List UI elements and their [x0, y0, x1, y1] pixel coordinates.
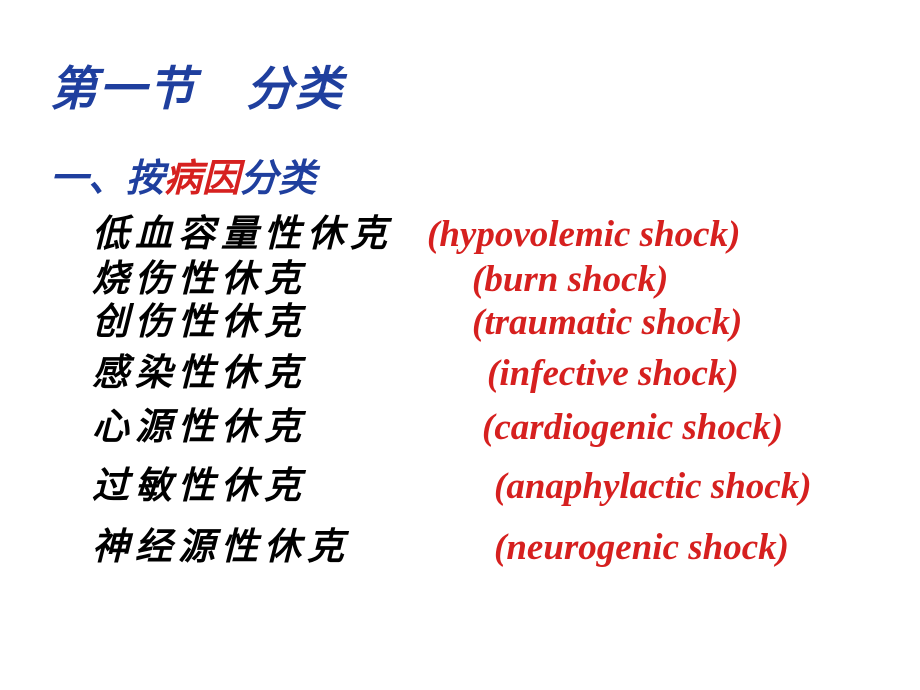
item-cn: 低血容量性休克 [92, 216, 427, 255]
classification-list: 低血容量性休克 (hypovolemic shock) 烧伤性休克 (burn … [50, 216, 870, 568]
item-en: (cardiogenic shock) [482, 409, 783, 448]
item-cn: 感染性休克 [92, 355, 427, 394]
title-seg-2: 分类 [246, 64, 344, 116]
section-title: 第一节 分类 [50, 50, 870, 119]
item-cn: 心源性休克 [92, 409, 427, 448]
list-item: 心源性休克 (cardiogenic shock) [92, 409, 870, 448]
subtitle-seg-2: 分类 [240, 158, 316, 200]
item-en: (infective shock) [487, 355, 739, 394]
list-item: 神经源性休克 (neurogenic shock) [92, 529, 870, 568]
list-item: 烧伤性休克 (burn shock) [92, 261, 870, 300]
item-cn: 过敏性休克 [92, 468, 427, 507]
subtitle-seg-0: 一、按 [50, 158, 164, 200]
item-en: (traumatic shock) [472, 304, 742, 343]
subsection-heading: 一、按病因分类 [50, 147, 870, 202]
item-en: (anaphylactic shock) [494, 468, 812, 507]
list-item: 过敏性休克 (anaphylactic shock) [92, 468, 870, 507]
item-cn: 烧伤性休克 [92, 261, 427, 300]
title-seg-0: 第一节 [50, 64, 197, 116]
item-en: (neurogenic shock) [494, 529, 789, 568]
list-item: 感染性休克 (infective shock) [92, 355, 870, 394]
subtitle-seg-1: 病因 [164, 158, 240, 200]
item-cn: 神经源性休克 [92, 529, 427, 568]
title-seg-1 [197, 64, 246, 116]
list-item: 低血容量性休克 (hypovolemic shock) [92, 216, 870, 255]
item-en: (burn shock) [472, 261, 668, 300]
slide: 第一节 分类 一、按病因分类 低血容量性休克 (hypovolemic shoc… [0, 0, 920, 690]
item-cn: 创伤性休克 [92, 304, 427, 343]
item-en: (hypovolemic shock) [427, 216, 740, 255]
list-item: 创伤性休克 (traumatic shock) [92, 304, 870, 343]
